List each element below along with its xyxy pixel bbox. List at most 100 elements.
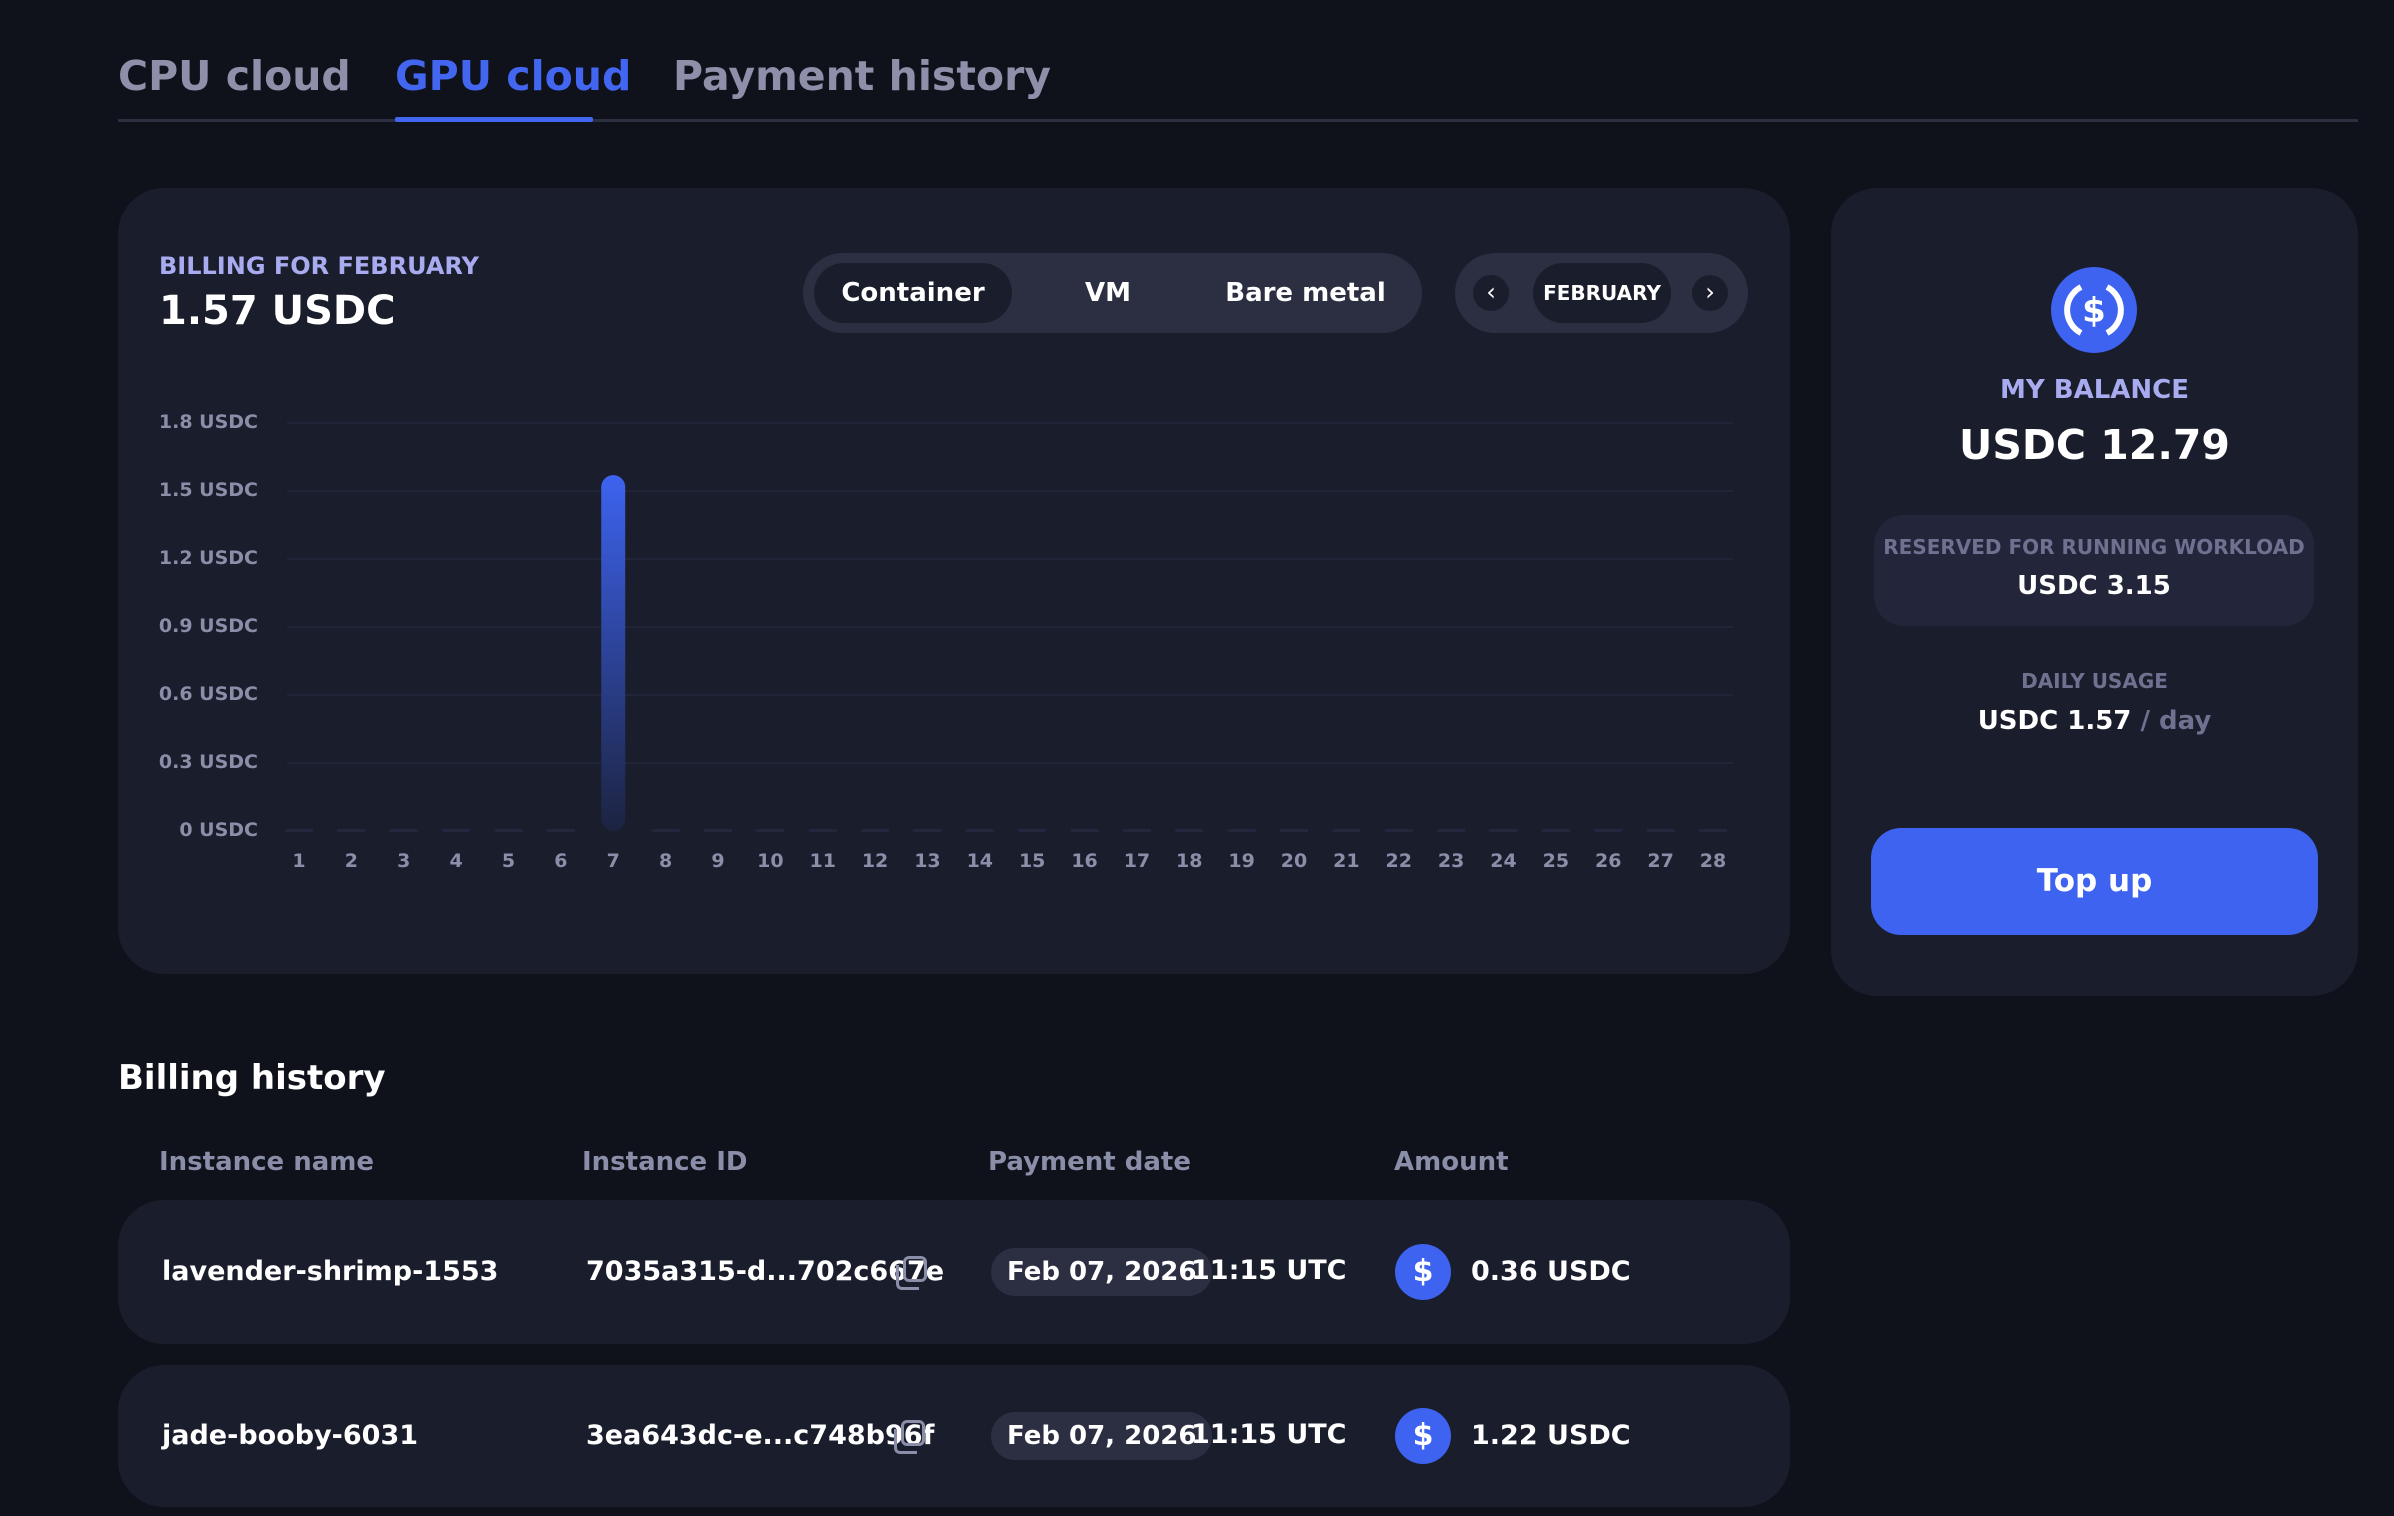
bar-day-4[interactable]	[442, 829, 471, 832]
x-tick-label: 5	[501, 850, 516, 872]
bar-day-5[interactable]	[494, 829, 523, 832]
y-tick-label: 1.8 USDC	[158, 411, 258, 433]
x-tick-label: 4	[449, 850, 463, 872]
segment-vm[interactable]: VM	[1085, 278, 1131, 308]
bar-day-25[interactable]	[1541, 829, 1570, 832]
bar-day-24[interactable]	[1489, 829, 1518, 832]
tab-divider	[118, 119, 2358, 122]
bar-day-12[interactable]	[861, 829, 890, 832]
x-tick-label: 19	[1228, 850, 1255, 872]
x-tick-label: 10	[757, 850, 784, 872]
bar-day-18[interactable]	[1175, 829, 1204, 832]
x-tick-label: 21	[1333, 850, 1360, 872]
x-tick-label: 6	[554, 850, 568, 872]
column-header-payment-date: Payment date	[988, 1147, 1191, 1177]
billing-history-title: Billing history	[118, 1058, 386, 1098]
reserved-value: USDC 3.15	[2017, 571, 2171, 601]
bar-day-27[interactable]	[1646, 829, 1675, 832]
balance-card: $ MY BALANCE USDC 12.79 RESERVED FOR RUN…	[1831, 188, 2358, 996]
table-row[interactable]: lavender-shrimp-1553 7035a315-d...702c66…	[118, 1200, 1790, 1344]
month-label: FEBRUARY	[1533, 263, 1671, 323]
column-header-amount: Amount	[1394, 1147, 1509, 1177]
bar-day-10[interactable]	[756, 829, 785, 832]
tab-payment-history[interactable]: Payment history	[673, 52, 1052, 100]
y-tick-label: 1.2 USDC	[158, 547, 258, 569]
chart-plot	[285, 422, 1733, 832]
chevron-right-icon[interactable]: ›	[1692, 275, 1728, 311]
bar-day-22[interactable]	[1384, 829, 1413, 832]
segment-container[interactable]: Container	[814, 263, 1012, 323]
x-tick-label: 15	[1018, 850, 1046, 872]
x-tick-label: 8	[658, 850, 673, 872]
bar-day-14[interactable]	[965, 829, 994, 832]
payment-time: 11:15 UTC	[1191, 1419, 1347, 1450]
bar-day-26[interactable]	[1594, 829, 1623, 832]
billing-total: 1.57 USDC	[159, 288, 396, 334]
x-tick-label: 7	[606, 850, 620, 872]
payment-date: Feb 07, 2026	[991, 1412, 1213, 1460]
x-tick-label: 14	[966, 850, 994, 872]
y-tick-label: 0.6 USDC	[158, 683, 258, 705]
daily-usage: USDC 1.57 / day	[1831, 706, 2358, 736]
x-tick-label: 2	[344, 850, 358, 872]
svg-text:$: $	[2082, 291, 2106, 331]
bar-day-6[interactable]	[546, 829, 575, 832]
bar-day-13[interactable]	[913, 829, 942, 832]
y-tick-label: 0.3 USDC	[158, 751, 258, 773]
payment-time: 11:15 UTC	[1191, 1255, 1347, 1286]
tab-gpu-cloud[interactable]: GPU cloud	[395, 52, 632, 100]
top-up-button[interactable]: Top up	[1871, 828, 2318, 935]
x-tick-label: 23	[1437, 850, 1465, 872]
my-balance-label: MY BALANCE	[2000, 375, 2189, 405]
bar-day-19[interactable]	[1227, 829, 1256, 832]
billing-chart-card: BILLING FOR FEBRUARY 1.57 USDC Container…	[118, 188, 1790, 974]
segment-bare-metal[interactable]: Bare metal	[1225, 278, 1386, 308]
reserved-label: RESERVED FOR RUNNING WORKLOAD	[1883, 535, 2305, 559]
month-selector: ‹ FEBRUARY ›	[1455, 253, 1748, 333]
copy-icon[interactable]	[894, 1420, 925, 1454]
instance-id: 7035a315-d...702c667e	[586, 1256, 945, 1287]
column-header-instance-name: Instance name	[159, 1147, 375, 1177]
balance-value: USDC 12.79	[1959, 421, 2230, 469]
bar-day-15[interactable]	[1018, 829, 1047, 832]
daily-usage-label: DAILY USAGE	[2021, 669, 2168, 693]
copy-icon[interactable]	[896, 1256, 927, 1290]
bar-day-1[interactable]	[285, 829, 313, 832]
active-tab-indicator	[395, 117, 593, 122]
bar-day-9[interactable]	[703, 829, 732, 832]
y-tick-label: 1.5 USDC	[158, 479, 258, 501]
x-tick-label: 12	[861, 850, 889, 872]
x-tick-label: 1	[292, 850, 306, 872]
column-header-instance-id: Instance ID	[582, 1147, 748, 1177]
bar-day-17[interactable]	[1122, 829, 1151, 832]
reserved-box: RESERVED FOR RUNNING WORKLOAD USDC 3.15	[1874, 515, 2314, 626]
bar-day-23[interactable]	[1437, 829, 1466, 832]
instance-name: lavender-shrimp-1553	[162, 1256, 499, 1287]
bar-day-2[interactable]	[337, 829, 366, 832]
tab-cpu-cloud[interactable]: CPU cloud	[118, 52, 351, 100]
daily-usage-value: USDC 1.57	[1977, 706, 2132, 736]
x-tick-label: 26	[1595, 850, 1622, 872]
x-tick-label: 3	[397, 850, 411, 872]
bar-day-8[interactable]	[651, 829, 680, 832]
daily-usage-unit: / day	[2140, 706, 2212, 736]
bar-day-7[interactable]	[601, 475, 626, 831]
instance-name: jade-booby-6031	[162, 1420, 419, 1451]
x-tick-label: 20	[1280, 850, 1308, 872]
bar-day-11[interactable]	[808, 829, 837, 832]
bar-day-20[interactable]	[1280, 829, 1309, 832]
x-tick-label: 27	[1647, 850, 1674, 872]
x-tick-label: 22	[1385, 850, 1412, 872]
bar-day-21[interactable]	[1332, 829, 1361, 832]
bar-day-16[interactable]	[1070, 829, 1099, 832]
y-tick-label: 0 USDC	[179, 819, 258, 841]
y-tick-label: 0.9 USDC	[158, 615, 258, 637]
x-tick-label: 16	[1071, 850, 1098, 872]
x-tick-label: 28	[1699, 850, 1727, 872]
chevron-left-icon[interactable]: ‹	[1473, 275, 1509, 311]
table-row[interactable]: jade-booby-6031 3ea643dc-e...c748b96f Fe…	[118, 1365, 1790, 1507]
amount: 1.22 USDC	[1471, 1420, 1631, 1451]
bar-day-28[interactable]	[1699, 829, 1727, 832]
billing-period-label: BILLING FOR FEBRUARY	[159, 252, 479, 280]
bar-day-3[interactable]	[389, 829, 418, 832]
